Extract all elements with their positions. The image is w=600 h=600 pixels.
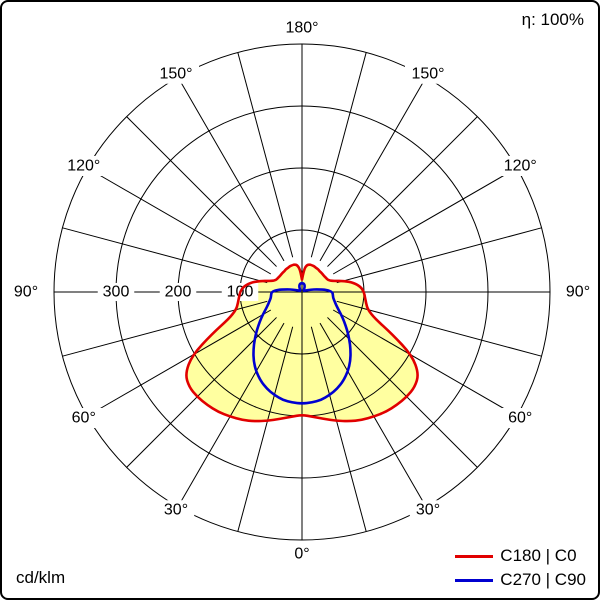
svg-text:0°: 0°: [294, 546, 309, 563]
intensity-curves: [185, 263, 419, 423]
legend-item-c0: C180 | C0: [455, 546, 586, 566]
red-curve-swatch-icon: [455, 554, 494, 558]
svg-text:150°: 150°: [411, 65, 444, 82]
legend-label-c90: C270 | C90: [500, 570, 586, 589]
radial-unit-label: cd/klm: [16, 568, 66, 587]
legend-item-c90: C270 | C90: [455, 570, 586, 590]
angle-labels: 0° 30° 30° 60° 60° 90° 90° 120° 120° 150° 150° 180°: [7, 18, 597, 564]
svg-text:30°: 30°: [416, 502, 440, 519]
svg-text:120°: 120°: [504, 158, 537, 175]
curve-c270-c90: [252, 282, 352, 405]
svg-text:200: 200: [165, 284, 192, 301]
svg-text:150°: 150°: [159, 65, 192, 82]
blue-curve-swatch-icon: [455, 578, 494, 582]
efficiency-label: η: 100%: [521, 10, 584, 29]
svg-text:60°: 60°: [508, 410, 532, 427]
legend: C180 | C0 C270 | C90: [455, 546, 586, 590]
polar-grid: [53, 43, 551, 541]
svg-text:30°: 30°: [164, 502, 188, 519]
curve-c180-c0: [185, 263, 419, 423]
svg-text:120°: 120°: [67, 158, 100, 175]
svg-text:90°: 90°: [566, 284, 590, 301]
svg-text:90°: 90°: [14, 284, 38, 301]
svg-text:60°: 60°: [72, 410, 96, 427]
legend-label-c0: C180 | C0: [500, 546, 577, 565]
svg-text:180°: 180°: [285, 20, 318, 37]
svg-text:300: 300: [103, 284, 130, 301]
